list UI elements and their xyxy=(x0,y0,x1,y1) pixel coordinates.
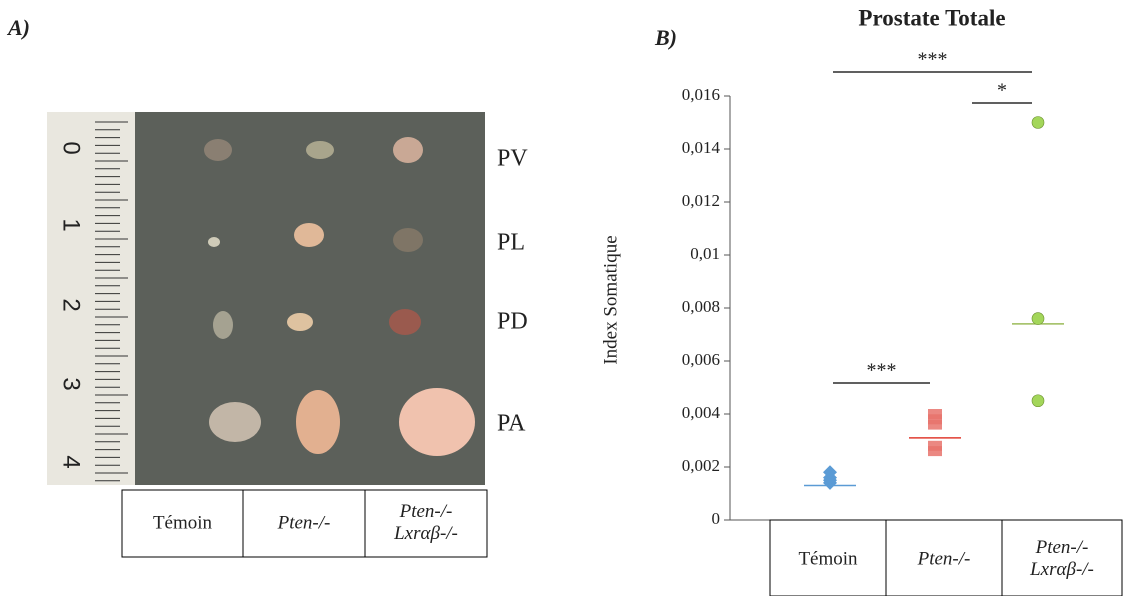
ruler-number: 3 xyxy=(58,377,85,390)
y-axis-label: Index Somatique xyxy=(600,235,621,364)
ruler-number: 4 xyxy=(58,455,85,468)
point xyxy=(928,414,942,425)
y-tick-label: 0,016 xyxy=(682,85,720,104)
point xyxy=(928,419,942,430)
ruler-number: 0 xyxy=(58,141,85,154)
lobe-label: PD xyxy=(497,309,528,335)
table-cell xyxy=(364,489,488,558)
y-tick-label: 0,01 xyxy=(690,244,720,263)
panel-label: B) xyxy=(654,25,677,50)
lobe-label: PV xyxy=(497,146,528,172)
significance-label: * xyxy=(997,80,1007,102)
x-tick-label: Pten-/- xyxy=(917,548,971,569)
point xyxy=(1031,312,1045,325)
lobe-label: PA xyxy=(497,411,526,437)
y-tick-label: 0 xyxy=(712,509,721,528)
y-tick-label: 0,004 xyxy=(682,403,721,422)
significance-label: *** xyxy=(918,49,948,71)
y-tick-label: 0,002 xyxy=(682,456,720,475)
significance-label: *** xyxy=(867,360,897,382)
table-label: Pten-/-Lxrαβ-/- xyxy=(393,501,458,544)
chart-title: Prostate Totale xyxy=(858,5,1005,30)
x-tick-label: Pten-/-Lxrαβ-/- xyxy=(1029,537,1094,580)
y-tick-label: 0,012 xyxy=(682,191,720,210)
ruler xyxy=(47,112,137,485)
point xyxy=(928,440,942,451)
y-tick-label: 0,006 xyxy=(682,350,720,369)
lobe-label: PL xyxy=(497,230,525,256)
point xyxy=(823,465,837,480)
ruler-number: 2 xyxy=(58,298,85,311)
category-cell xyxy=(1001,519,1123,596)
y-tick-label: 0,014 xyxy=(682,138,721,157)
point xyxy=(928,409,942,419)
ruler-number: 1 xyxy=(58,218,85,231)
point xyxy=(928,446,942,457)
table-label: Pten-/- xyxy=(277,512,331,533)
table-label: Témoin xyxy=(153,512,213,533)
tissues xyxy=(204,137,475,456)
panel-label: A) xyxy=(6,15,30,40)
x-tick-label: Témoin xyxy=(798,548,858,569)
y-tick-label: 0,008 xyxy=(682,297,720,316)
point xyxy=(1031,116,1045,129)
point xyxy=(1031,394,1045,408)
